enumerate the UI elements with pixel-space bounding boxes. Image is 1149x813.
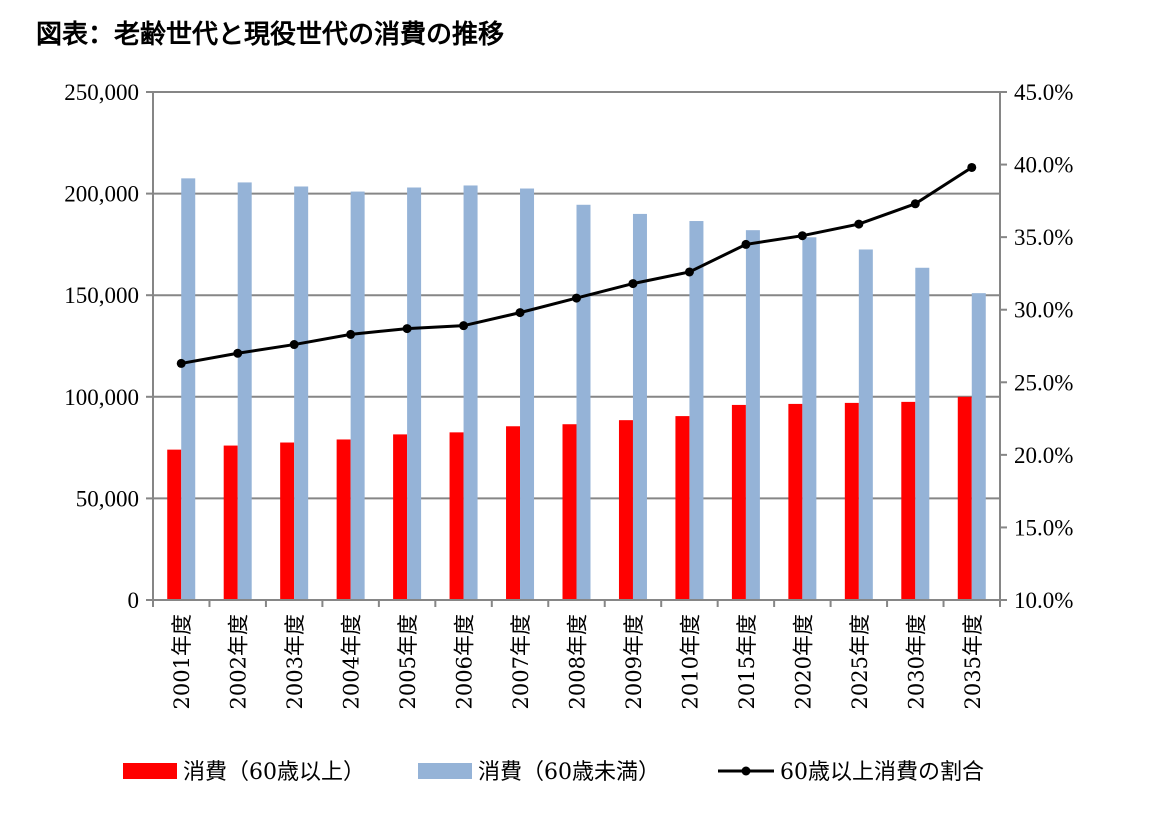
ratio-point: [797, 231, 807, 241]
right-axis-tick-label: 10.0%: [1014, 588, 1073, 613]
ratio-point: [402, 324, 412, 334]
category-label: 2007年度: [509, 614, 533, 709]
ratio-point: [741, 239, 751, 249]
category-labels: 2001年度 2002年度 2003年度 2004年度 2005年度 2006年度 2007…: [170, 614, 985, 709]
left-axis-tick-label: 150,000: [64, 283, 139, 308]
bar-under-60: [971, 293, 986, 600]
category-label: 2001年度: [170, 614, 194, 709]
axes: [146, 91, 1007, 607]
right-axis-ticks: 10.0% 15.0% 20.0% 25.0% 30.0% 35.0% 40.0% 45.0%: [1014, 80, 1073, 613]
category-label: 2035年度: [961, 614, 985, 709]
category-label: 2004年度: [340, 614, 364, 709]
bar-60-and-over: [393, 434, 408, 600]
bar-under-60: [407, 187, 422, 600]
bar-under-60: [350, 191, 365, 600]
bar-60-and-over: [506, 426, 521, 600]
right-axis-tick-label: 30.0%: [1014, 298, 1073, 323]
bar-60-and-over: [618, 420, 633, 600]
right-axis-tick-label: 45.0%: [1014, 80, 1073, 105]
ratio-line-series: [176, 162, 977, 368]
ratio-point: [176, 358, 186, 368]
left-axis-tick-label: 200,000: [64, 182, 139, 207]
bar-60-and-over: [675, 416, 690, 600]
ratio-point: [910, 199, 920, 209]
bar-60-and-over: [901, 401, 916, 600]
category-label: 2030年度: [904, 614, 928, 709]
ratio-point: [854, 219, 864, 229]
right-axis-tick-label: 40.0%: [1014, 153, 1073, 178]
category-label: 2006年度: [453, 614, 477, 709]
bar-60-and-over: [562, 424, 577, 600]
right-axis-tick-label: 25.0%: [1014, 370, 1073, 395]
bar-under-60: [463, 185, 478, 601]
ratio-point: [967, 162, 977, 172]
category-label: 2010年度: [678, 614, 702, 709]
left-axis-ticks: 0 50,000 100,000 150,000 200,000 250,000: [64, 80, 139, 613]
category-label: 2015年度: [735, 614, 759, 709]
bar-60-and-over: [336, 439, 351, 600]
legend-label-ratio: 60歳以上消費の割合: [780, 760, 984, 785]
left-axis-tick-label: 0: [128, 588, 140, 613]
ratio-point: [233, 348, 243, 358]
bar-60-and-over: [731, 404, 746, 600]
bar-series: [167, 178, 986, 601]
category-label: 2020年度: [791, 614, 815, 709]
left-axis-tick-label: 100,000: [64, 385, 139, 410]
bar-under-60: [802, 237, 817, 600]
right-axis-tick-label: 35.0%: [1014, 225, 1073, 250]
legend-label-60-and-over: 消費（60歳以上）: [183, 760, 365, 785]
category-label: 2003年度: [283, 614, 307, 709]
bar-60-and-over: [280, 442, 295, 600]
legend-swatch-under-60: [418, 763, 472, 779]
left-axis-tick-label: 250,000: [64, 80, 139, 105]
legend-swatch-60-and-over: [123, 763, 177, 779]
bar-60-and-over: [844, 402, 859, 600]
bar-under-60: [745, 230, 760, 600]
legend-label-under-60: 消費（60歳未満）: [478, 760, 660, 785]
bar-under-60: [576, 204, 591, 600]
bar-under-60: [689, 221, 704, 601]
bar-60-and-over: [957, 396, 972, 600]
bar-under-60: [181, 178, 196, 601]
ratio-point: [572, 293, 581, 303]
bar-60-and-over: [167, 449, 182, 600]
bar-60-and-over: [788, 403, 803, 600]
category-label: 2008年度: [566, 614, 590, 709]
ratio-point: [628, 279, 638, 289]
bar-under-60: [294, 186, 309, 600]
category-label: 2009年度: [622, 614, 646, 709]
left-axis-tick-label: 50,000: [76, 486, 139, 511]
bar-under-60: [237, 182, 252, 600]
chart-title: 図表：老齢世代と現役世代の消費の推移: [36, 20, 505, 50]
bar-under-60: [632, 213, 647, 601]
ratio-point: [684, 267, 694, 277]
bar-under-60: [520, 188, 535, 600]
category-label: 2025年度: [848, 614, 872, 709]
ratio-point: [515, 308, 525, 318]
legend: 消費（60歳以上） 消費（60歳未満） 60歳以上消費の割合: [123, 760, 984, 785]
right-axis-tick-label: 20.0%: [1014, 443, 1073, 468]
bar-60-and-over: [449, 432, 464, 600]
ratio-point: [346, 329, 356, 339]
category-label: 2002年度: [227, 614, 251, 709]
legend-marker-ratio: [741, 766, 751, 776]
bar-60-and-over: [223, 445, 238, 600]
ratio-point: [459, 321, 469, 331]
category-label: 2005年度: [396, 614, 420, 709]
bar-under-60: [858, 249, 873, 601]
ratio-point: [289, 340, 299, 350]
bar-under-60: [915, 267, 930, 600]
right-axis-tick-label: 15.0%: [1014, 515, 1073, 540]
